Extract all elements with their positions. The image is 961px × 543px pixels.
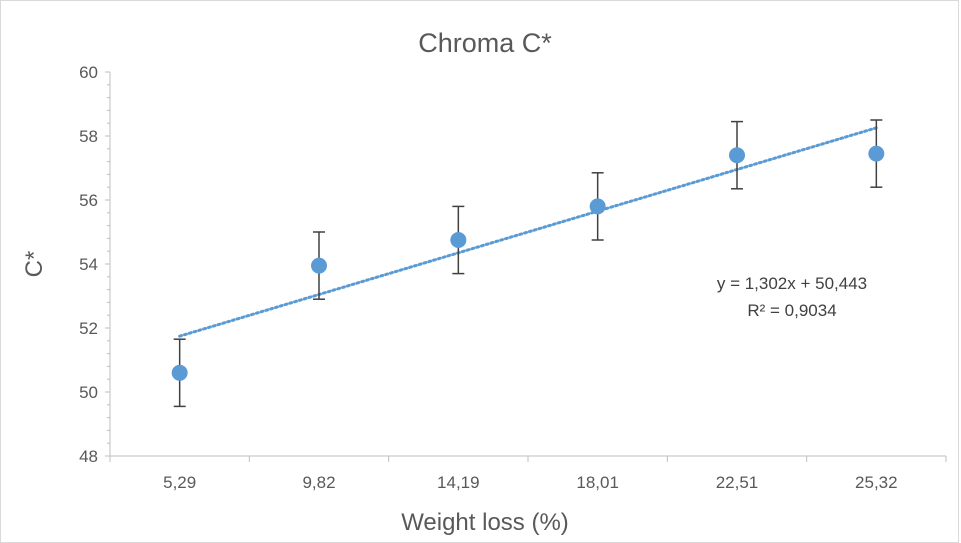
y-axis: 48 50 52 54 56 58 60 <box>79 63 111 466</box>
x-tick-label: 25,32 <box>855 473 898 492</box>
trendline-group <box>178 126 878 338</box>
chart-title: Chroma C* <box>418 28 552 58</box>
trendline-r-squared: R² = 0,9034 <box>747 301 836 320</box>
x-axis-title: Weight loss (%) <box>401 509 569 536</box>
y-tick-label: 58 <box>79 127 98 146</box>
x-axis: 5,29 9,82 14,19 18,01 22,51 25,32 <box>109 455 947 492</box>
y-tick-label: 56 <box>79 191 98 210</box>
data-point <box>450 232 467 248</box>
y-tick-label: 50 <box>79 383 98 402</box>
trendline-equation: y = 1,302x + 50,443 <box>717 274 867 293</box>
data-point <box>171 364 188 381</box>
x-tick-label: 5,29 <box>163 473 196 492</box>
x-tick-label: 14,19 <box>437 473 480 492</box>
x-tick-label: 22,51 <box>716 473 759 492</box>
y-tick-label: 54 <box>79 255 98 274</box>
trendline-label-box <box>682 262 898 328</box>
data-point <box>589 198 606 215</box>
y-axis-title: C* <box>21 251 48 278</box>
data-points <box>171 145 885 381</box>
x-tick-label: 9,82 <box>302 473 335 492</box>
data-point <box>868 145 885 162</box>
trendline <box>178 126 878 338</box>
data-point <box>311 257 327 274</box>
y-tick-label: 52 <box>79 319 98 338</box>
data-point <box>729 147 745 164</box>
y-tick-label: 48 <box>79 447 98 466</box>
x-tick-label: 18,01 <box>576 473 619 492</box>
error-bars <box>173 119 883 408</box>
y-tick-label: 60 <box>79 63 98 82</box>
